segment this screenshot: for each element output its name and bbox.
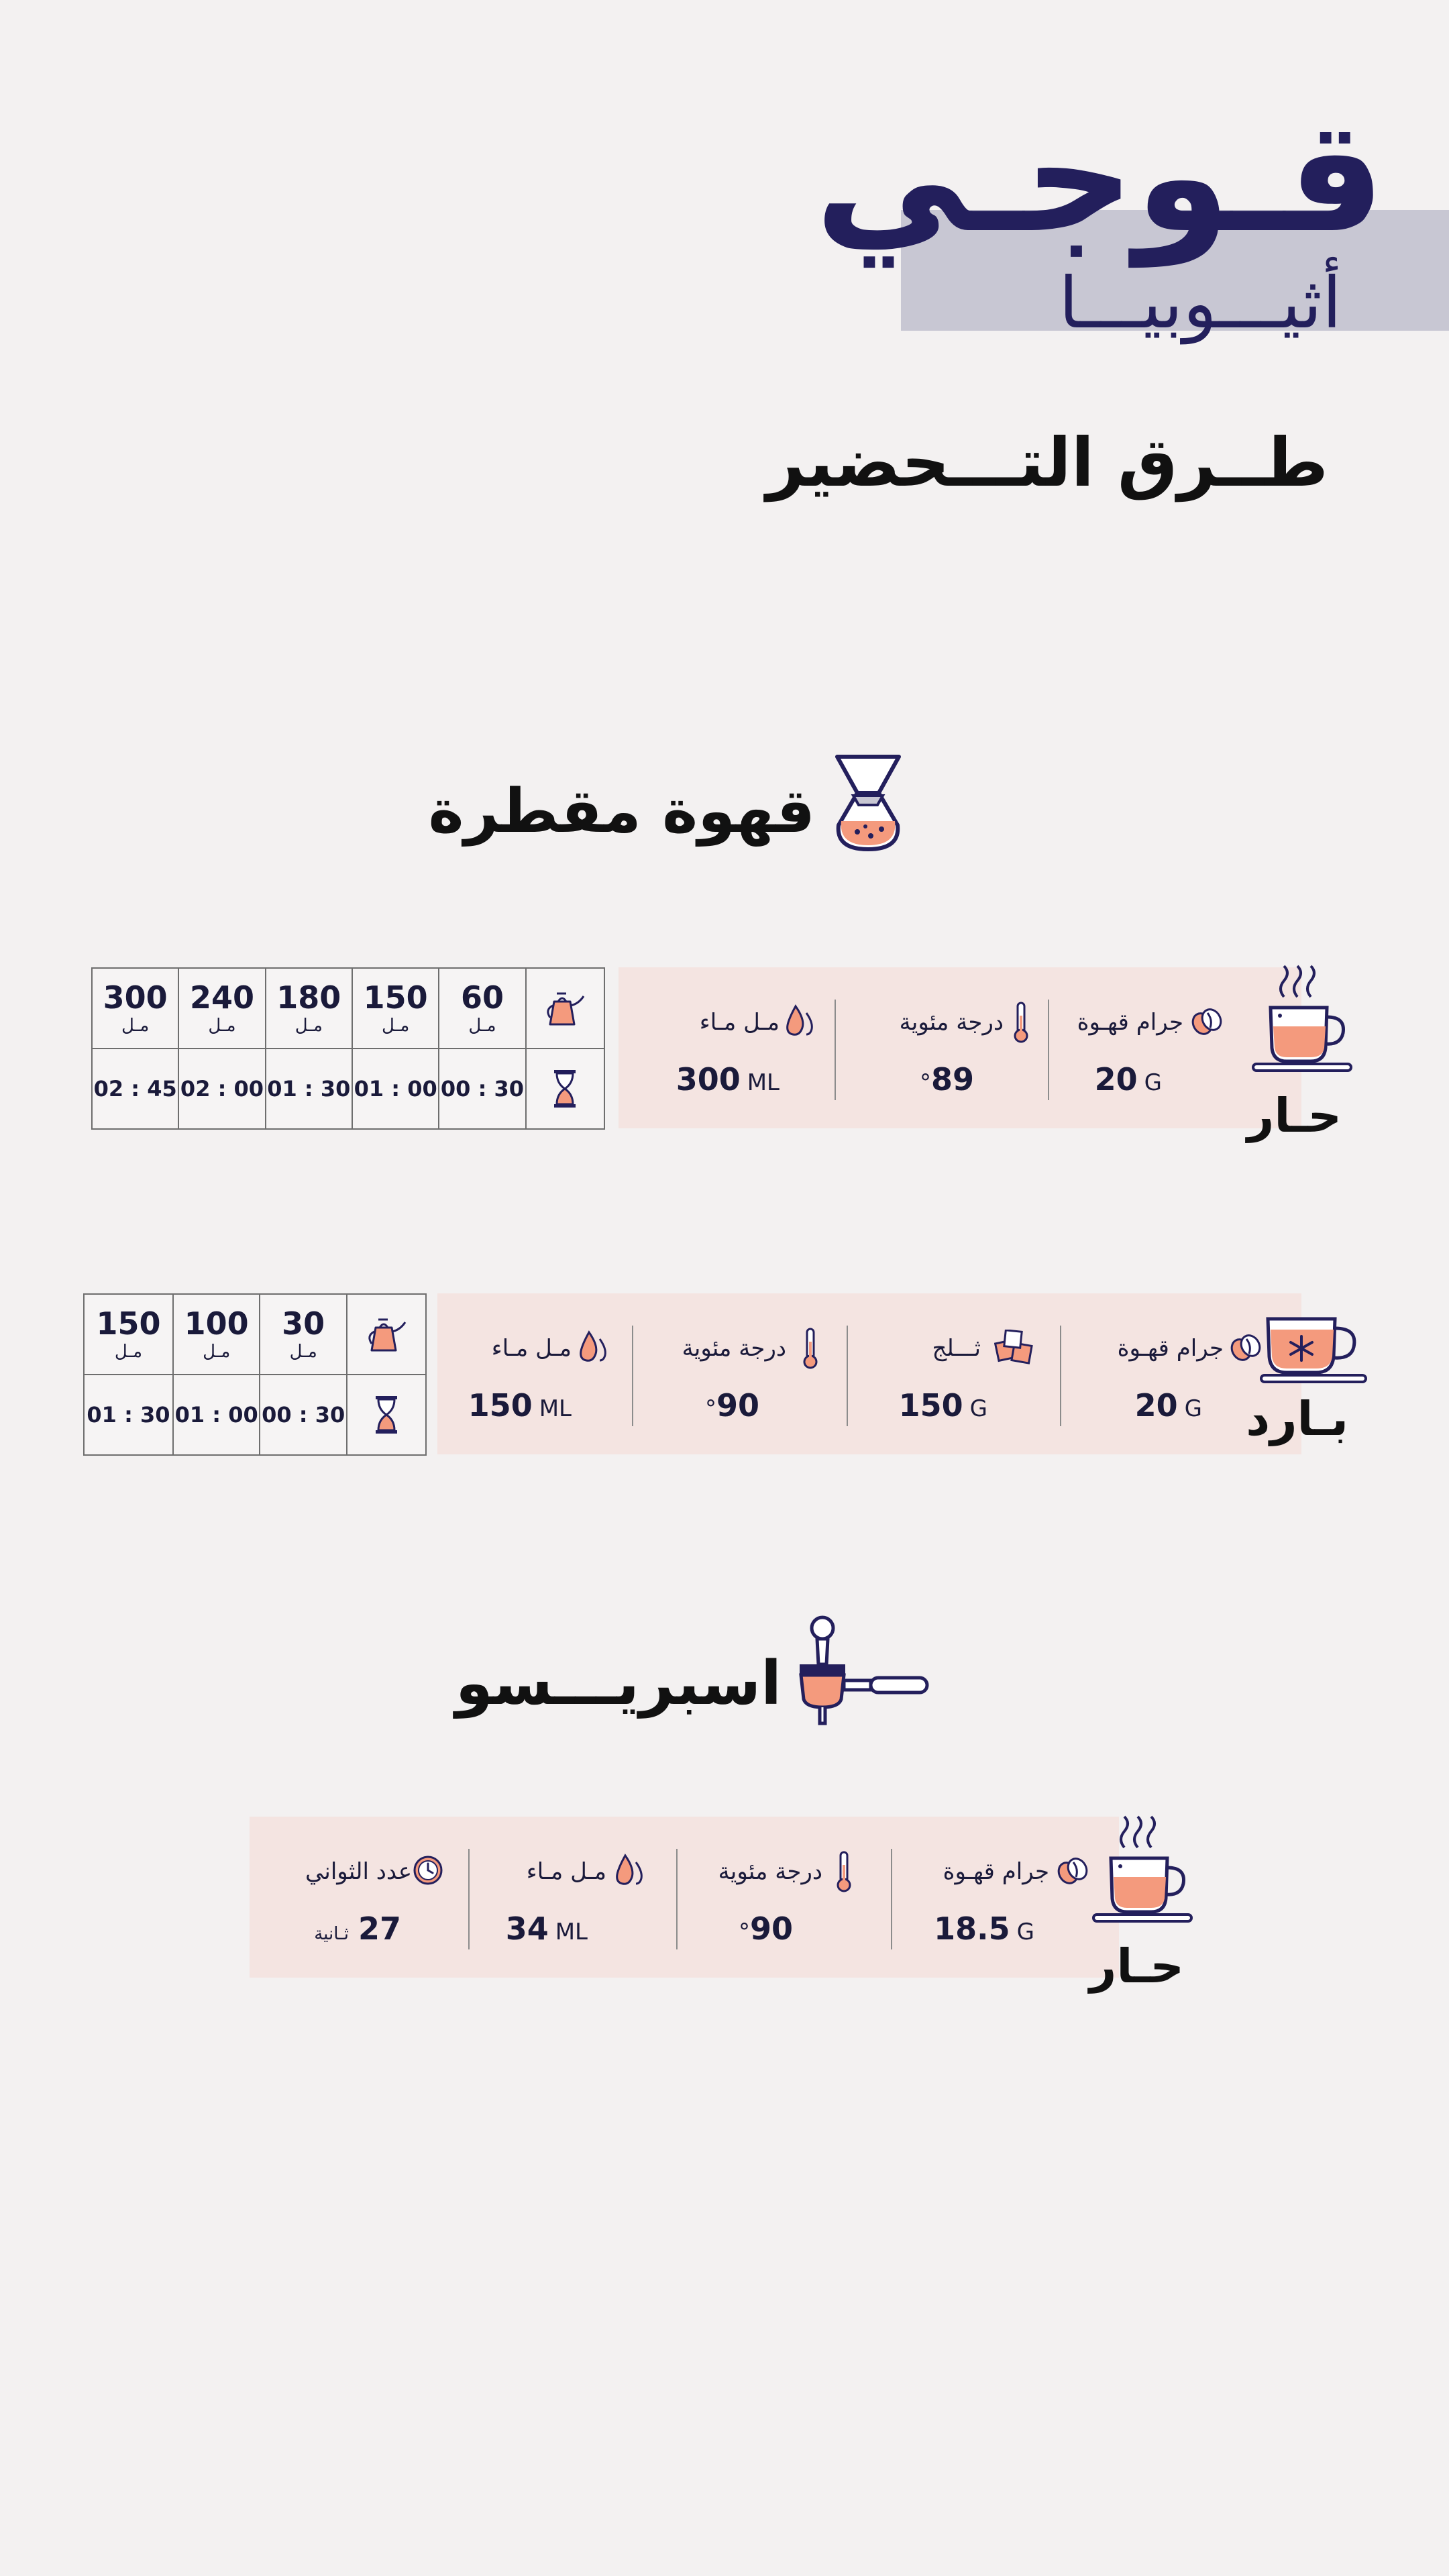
- divider: [891, 1849, 892, 1949]
- volume-cell: 300 مـل: [103, 979, 168, 1036]
- stat-temperature: درجة مئوية °90: [639, 1293, 840, 1454]
- snowflake-icon: [1289, 1335, 1313, 1362]
- stat-seconds: عدد الثواني 27ثـانية: [276, 1817, 458, 1978]
- cold-cup-icon: [1258, 1316, 1368, 1390]
- title-band: [901, 210, 1449, 331]
- divider: [1048, 1000, 1049, 1100]
- espresso-section-title: اسبريـــسو: [455, 1648, 782, 1719]
- volume-cell: 150 مـل: [363, 979, 428, 1036]
- brand-title: قـوجـي: [814, 88, 1385, 267]
- kettle-icon: [345, 1293, 427, 1375]
- coffee-bean-icon: [1191, 1008, 1222, 1035]
- portafilter-icon: [797, 1613, 931, 1734]
- drip-section-title: قهوة مقطرة: [428, 776, 815, 847]
- stat-water-ml: مـل مـاء 34 ML: [471, 1817, 665, 1978]
- divider: [835, 1000, 836, 1100]
- stat-coffee-grams: جرام قهـوة 20 G: [1034, 967, 1222, 1128]
- drip-cold-mode-label: بـارد: [1246, 1391, 1348, 1446]
- stat-water-ml: مـل مـاء 150 ML: [451, 1293, 625, 1454]
- kettle-icon: [525, 967, 606, 1049]
- stat-ice-grams: ثـــلج 150 G: [853, 1293, 1048, 1454]
- drip-hot-mode-label: حـار: [1247, 1088, 1342, 1143]
- divider: [1060, 1326, 1061, 1426]
- water-drop-icon: [786, 1004, 813, 1036]
- divider: [676, 1849, 678, 1949]
- hot-cup-icon: [1089, 1814, 1197, 1929]
- hot-cup-icon: [1249, 963, 1356, 1079]
- drip-hot-card: جرام قهـوة 20 G درجة مئوية °89 مـل مـاء 3…: [619, 967, 1301, 1128]
- thermometer-icon: [837, 1851, 851, 1892]
- brand-origin: أثيـــوبيـــا: [1059, 262, 1342, 344]
- water-drop-icon: [616, 1854, 643, 1885]
- divider: [468, 1849, 470, 1949]
- volume-cell: 60 مـل: [460, 979, 504, 1036]
- clock-icon: [413, 1856, 443, 1885]
- divider: [632, 1326, 633, 1426]
- drip-cold-card: جرام قهـوة 20 G ثـــلج 150 G درجة مئوية °9…: [437, 1293, 1301, 1454]
- divider: [847, 1326, 848, 1426]
- methods-heading: طــرق التـــحضير: [766, 423, 1328, 502]
- coffee-bean-icon: [1057, 1858, 1088, 1884]
- thermometer-icon: [803, 1328, 818, 1369]
- stat-coffee-grams: جرام قهـوة 18.5 G: [894, 1817, 1095, 1978]
- coffee-bean-icon: [1230, 1334, 1261, 1361]
- water-drop-icon: [580, 1330, 606, 1362]
- espresso-hot-mode-label: حـار: [1089, 1939, 1184, 1994]
- stat-coffee-grams: جرام قهـوة 20 G: [1068, 1293, 1263, 1454]
- ice-cubes-icon: [994, 1330, 1033, 1364]
- volume-cell: 240 مـل: [189, 979, 254, 1036]
- drip-cold-steps-table: 150 مـل 100 مـل 30 مـل 01 : 30 01 : 00 00 :…: [83, 1293, 427, 1456]
- volume-cell: 100 مـل: [184, 1305, 249, 1362]
- drip-hot-steps-table: 300 مـل 240 مـل 180 مـل 150 مـل 60 مـل 02 : 4…: [91, 967, 606, 1130]
- hourglass-icon: [345, 1374, 427, 1456]
- chemex-icon: [830, 751, 906, 853]
- stat-temperature: درجة مئوية °89: [847, 967, 1041, 1128]
- stat-temperature: درجة مئوية °90: [679, 1817, 880, 1978]
- volume-cell: 180 مـل: [276, 979, 341, 1036]
- espresso-hot-card: جرام قهـوة 18.5 G درجة مئوية °90 مـل مـاء…: [250, 1817, 1119, 1978]
- thermometer-icon: [1014, 1002, 1028, 1043]
- stat-water-ml: مـل مـاء 300 ML: [645, 967, 826, 1128]
- volume-cell: 30 مـل: [282, 1305, 325, 1362]
- hourglass-icon: [525, 1048, 606, 1130]
- volume-cell: 150 مـل: [96, 1305, 161, 1362]
